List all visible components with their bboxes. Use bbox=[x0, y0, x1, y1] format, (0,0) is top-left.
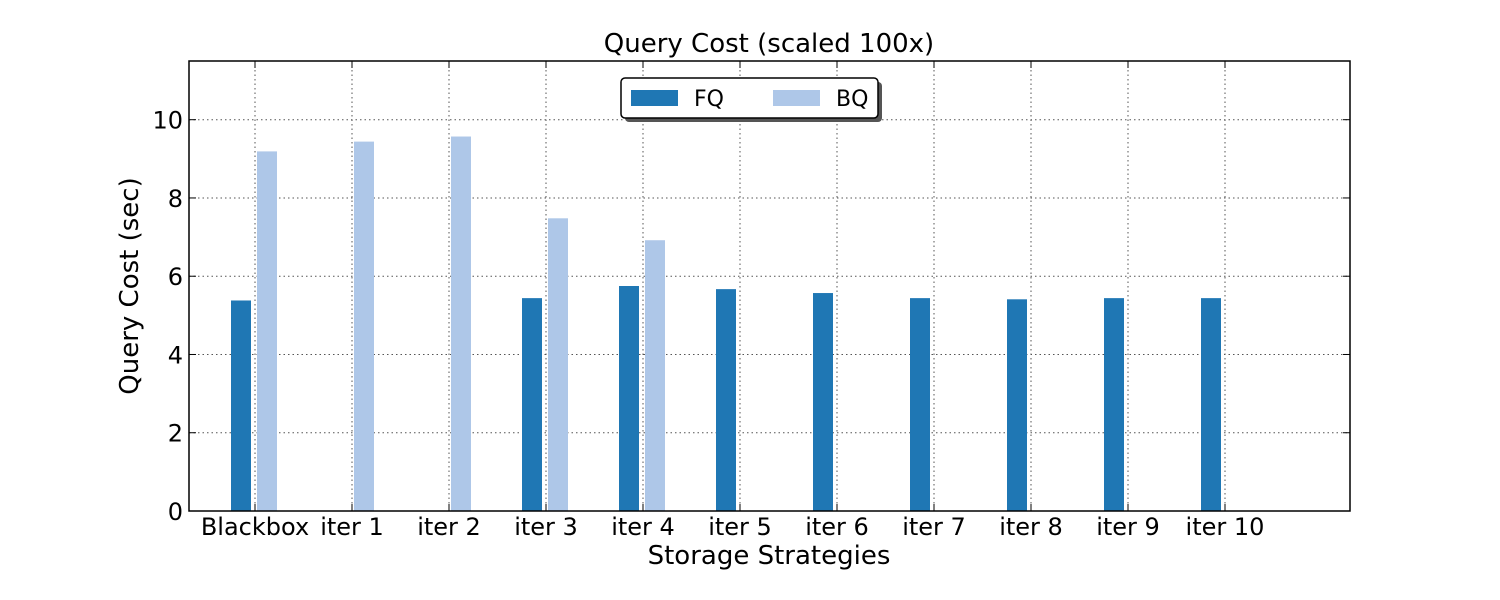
x-tick-label: iter 3 bbox=[514, 513, 578, 541]
chart-title: Query Cost (scaled 100x) bbox=[604, 29, 934, 59]
y-tick-label: 4 bbox=[168, 341, 183, 369]
bar-fq-blackbox bbox=[231, 300, 251, 511]
legend: FQ BQ bbox=[620, 77, 882, 122]
bar-fq-iter-6 bbox=[813, 293, 833, 511]
x-tick-label: iter 5 bbox=[708, 513, 772, 541]
bar-bq-blackbox bbox=[257, 151, 277, 512]
bar-bq-iter-4 bbox=[645, 240, 665, 511]
ticks-layer: 0 2 4 6 8 10 Blackbox iter 1 iter 2 iter 3 iter 4 i… bbox=[152, 61, 1350, 541]
x-tick-label: iter 9 bbox=[1096, 513, 1160, 541]
bar-fq-iter-8 bbox=[1007, 299, 1027, 511]
y-tick-label: 0 bbox=[168, 498, 183, 526]
y-tick-label: 10 bbox=[152, 107, 183, 135]
x-axis-label: Storage Strategies bbox=[648, 541, 891, 571]
y-tick-label: 6 bbox=[168, 263, 183, 291]
x-tick-label: Blackbox bbox=[201, 513, 309, 541]
y-tick-label: 2 bbox=[168, 420, 183, 448]
bar-fq-iter-4 bbox=[619, 286, 639, 511]
bar-fq-iter-5 bbox=[716, 289, 736, 511]
x-tick-label: iter 4 bbox=[611, 513, 675, 541]
bar-fq-iter-9 bbox=[1104, 298, 1124, 511]
x-tick-label: iter 6 bbox=[805, 513, 869, 541]
bar-fq-iter-7 bbox=[910, 298, 930, 511]
y-tick-label: 8 bbox=[168, 185, 183, 213]
legend-swatch-bq bbox=[773, 90, 820, 106]
x-tick-label: iter 2 bbox=[417, 513, 481, 541]
bars-layer bbox=[231, 136, 1221, 512]
bar-fq-iter-3 bbox=[522, 298, 542, 511]
y-axis-label: Query Cost (sec) bbox=[115, 177, 145, 394]
x-tick-label: iter 10 bbox=[1186, 513, 1265, 541]
x-tick-label: iter 8 bbox=[999, 513, 1063, 541]
bar-bq-iter-2 bbox=[451, 136, 471, 512]
bar-fq-iter-10 bbox=[1201, 298, 1221, 511]
legend-label-fq: FQ bbox=[694, 87, 724, 112]
x-tick-label: iter 7 bbox=[902, 513, 966, 541]
bar-bq-iter-3 bbox=[548, 218, 568, 511]
x-tick-label: iter 1 bbox=[320, 513, 384, 541]
legend-swatch-fq bbox=[631, 90, 678, 106]
bar-bq-iter-1 bbox=[354, 141, 374, 511]
legend-label-bq: BQ bbox=[836, 87, 868, 112]
legend-box bbox=[620, 77, 879, 119]
plot-frame bbox=[188, 60, 1351, 512]
